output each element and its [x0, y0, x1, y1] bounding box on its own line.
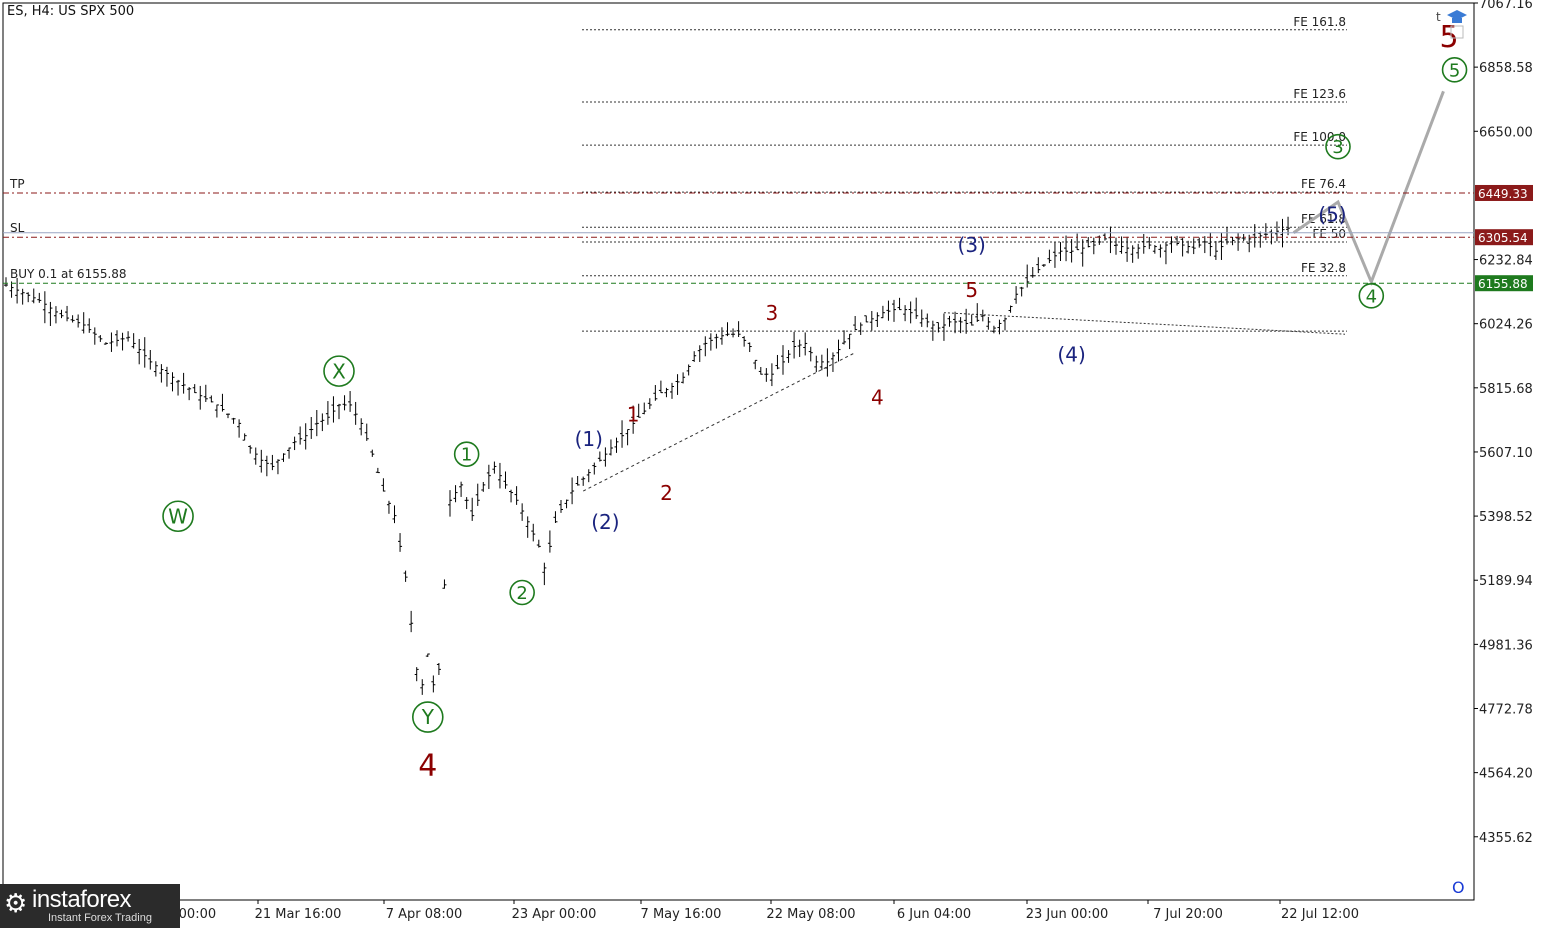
wave-label: (5)	[1318, 202, 1346, 226]
wave-label: Y	[421, 705, 435, 729]
tp-badge	[1475, 184, 1533, 201]
buy-badge-text: 6155.88	[1478, 277, 1528, 291]
wave-circle	[162, 500, 194, 533]
y-tick-label: 5398.52	[1479, 510, 1533, 525]
wave-label: 4	[871, 385, 884, 409]
wave-circle	[1325, 133, 1351, 160]
wave-circle	[1441, 56, 1468, 83]
trendline-upper	[943, 312, 1346, 335]
wave-label: (1)	[575, 427, 603, 451]
y-tick-label: 6650.00	[1479, 125, 1533, 140]
wave-label: (2)	[591, 510, 619, 534]
x-tick-label: 22 May 08:00	[766, 907, 855, 922]
fib-label: FE 50	[1312, 227, 1346, 241]
fib-label: FE 123.6	[1293, 87, 1346, 101]
x-tick-label: 21 Mar 16:00	[255, 907, 342, 922]
fib-label: FE 32.8	[1301, 261, 1346, 275]
wave-label: 3	[766, 301, 779, 325]
y-tick-label: 5189.94	[1479, 574, 1533, 589]
x-tick-label: 7 Apr 08:00	[386, 907, 463, 922]
chart-title: ES, H4: US SPX 500	[7, 4, 135, 19]
fib-label: FE 161.8	[1293, 15, 1346, 29]
y-tick-label: 6232.84	[1479, 254, 1533, 269]
trade-levels: TP 6449.33 SL 6305.54 BUY 0.1 at 6155.88 6155…	[3, 177, 1533, 292]
x-tick-label: 7 Jul 20:00	[1153, 907, 1223, 922]
wave-label: (4)	[1057, 342, 1085, 366]
sl-badge	[1475, 229, 1533, 246]
wave-label: 3	[1332, 137, 1343, 158]
toolbar-text-icon[interactable]: t	[1436, 10, 1441, 24]
wave-circle	[509, 579, 535, 606]
y-tick-label: 6858.58	[1479, 61, 1533, 76]
wave-label: 5	[965, 278, 978, 302]
projection-line	[1292, 90, 1445, 287]
wave-label: 5	[1439, 20, 1458, 55]
wave-label: W	[168, 504, 188, 528]
x-tick-label: 6 Jun 04:00	[897, 907, 971, 922]
logo-name: instaforex	[32, 886, 132, 913]
fib-label: FE 100.0	[1293, 130, 1346, 144]
y-tick-label: 4772.78	[1479, 703, 1533, 718]
fib-label: FE 76.4	[1301, 177, 1346, 191]
wave-label: 1	[627, 402, 640, 426]
wave-circle	[453, 441, 480, 467]
wave-label: 4	[1366, 286, 1377, 307]
buy-label: BUY 0.1 at 6155.88	[10, 267, 127, 281]
plot-area	[2, 2, 1475, 901]
x-tick-label: 22 Jul 12:00	[1281, 907, 1359, 922]
y-tick-label: 7067.16	[1479, 0, 1533, 12]
y-tick-label: 4355.62	[1479, 831, 1533, 846]
time-axis: 21 Mar 16:00 7 Apr 08:00 23 Apr 00:00 7 May…	[150, 900, 1359, 922]
wave-label: 2	[516, 583, 527, 604]
wave-label: 2	[660, 481, 673, 505]
wave-circle	[411, 701, 444, 733]
instaforex-logo: ⚙ instaforex Instant Forex Trading	[0, 884, 180, 928]
graduation-cap-icon[interactable]	[1446, 8, 1468, 40]
price-bars	[4, 216, 1291, 695]
projection-path	[1292, 90, 1445, 287]
tp-label: TP	[9, 177, 25, 191]
wave-label: 4	[418, 749, 437, 784]
y-tick-label: 4564.20	[1479, 767, 1533, 782]
wave-circle	[323, 355, 355, 387]
tp-badge-text: 6449.33	[1478, 187, 1528, 201]
y-tick-label: 6024.26	[1479, 318, 1533, 333]
wave-circle	[1358, 282, 1385, 309]
buy-badge	[1475, 275, 1533, 292]
y-tick-label: 5607.10	[1479, 446, 1533, 461]
sl-label: SL	[10, 221, 25, 235]
fibonacci-levels: FE 161.8FE 123.6FE 100.0FE 76.4FE 61.8FE…	[582, 15, 1347, 277]
wave-label: 5	[1449, 60, 1460, 81]
y-tick-label: 5815.68	[1479, 382, 1533, 397]
x-tick-label: 7 May 16:00	[641, 907, 722, 922]
trendline-lower	[582, 352, 856, 492]
trendlines	[582, 312, 1347, 492]
plot-frame	[2, 2, 1475, 901]
wave-label: X	[332, 359, 346, 383]
fib-label: FE 61.8	[1301, 212, 1346, 226]
auto-scroll-icon: O	[1452, 878, 1465, 897]
y-tick-label: 4981.36	[1479, 638, 1533, 653]
logo-tagline: Instant Forex Trading	[48, 912, 152, 924]
price-axis: 7067.16 6858.58 6650.00 6232.84 6024.26 5815.…	[1474, 0, 1533, 846]
x-tick-label: 23 Apr 00:00	[512, 907, 597, 922]
wave-label: (3)	[958, 233, 986, 257]
x-tick-label: 23 Jun 00:00	[1026, 907, 1109, 922]
wave-label: 1	[461, 445, 472, 466]
wave-labels: W X Y 4 1 2 (1) (2) 1 2 3 4 (3) 5 (4) (5) 3 4 5 5 O	[162, 20, 1468, 897]
gear-icon: ⚙	[4, 888, 28, 918]
sl-badge-text: 6305.54	[1478, 231, 1528, 245]
